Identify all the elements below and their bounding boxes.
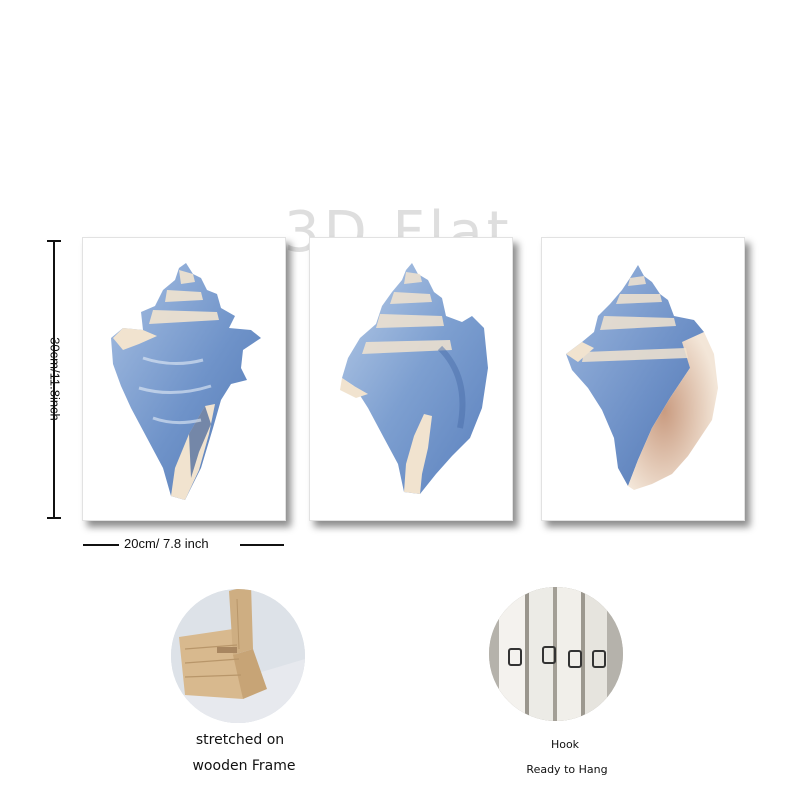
hook-caption-line2: Ready to Hang (526, 763, 608, 776)
width-dimension-line-left (83, 544, 119, 546)
shell-print-1 (82, 237, 286, 521)
width-dimension-line-right (240, 544, 284, 546)
wooden-frame-icon (171, 589, 305, 723)
height-label: 30cm/11.8inch (47, 337, 63, 421)
width-label: 20cm/ 7.8 inch (124, 536, 209, 551)
conch-shell-icon (566, 265, 718, 490)
shell-print-2 (309, 237, 513, 521)
frame-caption-line2: wooden Frame (192, 758, 296, 774)
wooden-frame-photo (171, 589, 305, 723)
conch-shell-icon (340, 263, 488, 494)
hook-photo (489, 587, 623, 721)
hook-icon (489, 587, 623, 721)
height-dimension-line (53, 240, 55, 519)
conch-shell-icon (111, 263, 261, 500)
height-dimension-tick-bottom (47, 517, 61, 519)
frame-caption-line1: stretched on (195, 732, 285, 748)
height-dimension-tick-top (47, 240, 61, 242)
hook-caption-line1: Hook (550, 738, 580, 751)
shell-print-3 (541, 237, 745, 521)
